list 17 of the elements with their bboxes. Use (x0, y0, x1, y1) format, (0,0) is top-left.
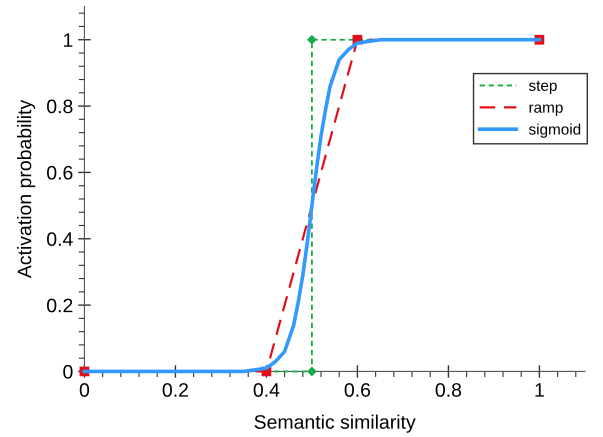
y-tick-label: 0.8 (47, 100, 72, 114)
x-tick-label: 0.4 (254, 383, 280, 397)
legend-label: sigmoid (528, 123, 580, 138)
y-tick-label: 0 (63, 364, 73, 379)
y-axis-title: Activation probability (17, 100, 36, 278)
y-tick-label: 1 (64, 33, 72, 47)
x-tick-label: 0.8 (436, 383, 462, 397)
x-tick-label: 0 (80, 383, 90, 397)
y-tick-label: 0.4 (47, 232, 73, 246)
x-tick-label: 1 (535, 383, 544, 397)
y-tick-label: 0.6 (47, 166, 72, 180)
legend-label: ramp (530, 104, 563, 116)
y-tick-label: 0.2 (47, 298, 72, 312)
legend-label: step (528, 80, 557, 94)
x-tick-label: 0.6 (344, 383, 370, 397)
x-tick-label: 0.2 (162, 383, 188, 397)
x-axis-title: Semantic similarity (254, 414, 416, 433)
